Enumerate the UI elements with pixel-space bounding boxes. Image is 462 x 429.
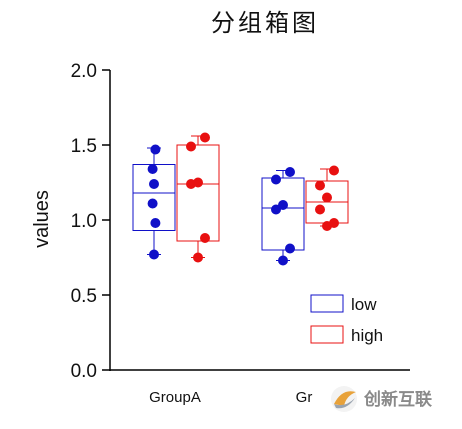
y-tick-label: 0.0 [71,361,97,382]
chart-title: 分组箱图 [211,9,319,37]
box-high-Gr [305,165,349,231]
box-iqr [176,144,220,242]
data-point [315,204,325,215]
logo-swirl-icon [331,386,357,412]
data-point [278,200,288,210]
data-point [278,255,288,266]
watermark: 创新互联 [331,386,432,412]
y-axis-label: values [31,190,53,248]
data-point [285,243,295,254]
data-point [186,141,196,152]
box-high-GroupA [176,132,220,263]
data-point [285,167,295,177]
data-point [150,218,161,228]
y-tick-label: 1.0 [71,211,97,232]
data-point [200,132,210,143]
legend: low high [310,294,383,345]
data-point [193,252,203,263]
data-point [193,177,203,188]
watermark-text: 创新互联 [363,389,432,410]
data-point [315,180,325,191]
x-axis: GroupA Gr [110,369,410,406]
data-point [149,179,159,189]
box-iqr [261,177,305,251]
y-tick-label: 0.5 [71,286,97,307]
legend-label-low: low [351,295,377,314]
box-series [132,132,349,266]
box-low-Gr [261,167,305,266]
data-point [329,165,339,176]
data-point [150,144,161,155]
data-point [200,233,210,243]
data-point [147,198,158,209]
legend-label-high: high [351,326,383,345]
y-tick-label: 2.0 [71,61,97,82]
y-axis: 0.0 0.5 1.0 1.5 2.0 [71,61,111,382]
x-category-label: GroupA [149,389,201,406]
data-point [322,192,332,203]
x-category-label: Gr [296,389,313,406]
legend-swatch-high [310,325,344,344]
data-point [147,164,158,174]
data-point [271,174,281,185]
legend-swatch-low [310,294,344,313]
data-point [149,249,159,260]
box-low-GroupA [132,144,176,260]
data-point [329,218,339,228]
y-tick-label: 1.5 [71,136,97,157]
